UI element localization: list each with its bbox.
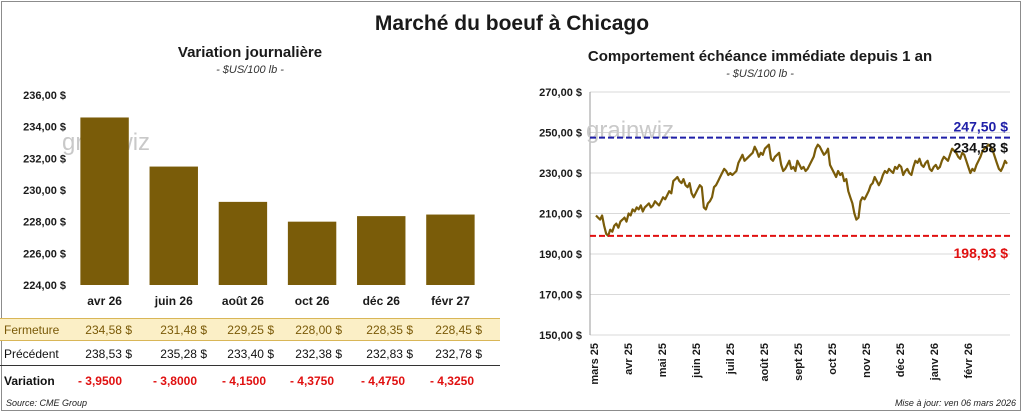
bar	[80, 117, 129, 285]
y-tick-label: 150,00 $	[539, 330, 582, 342]
page-title: Marché du boeuf à Chicago	[374, 12, 650, 35]
x-tick-label: déc 26	[363, 294, 401, 308]
y-tick-label: 236,00 $	[23, 90, 66, 102]
y-tick-label: 230,00 $	[539, 168, 582, 180]
close-value: 228,00 $	[295, 323, 342, 337]
x-tick-label: déc 25	[895, 343, 907, 377]
last-value-label: 234,58 $	[954, 140, 1009, 156]
close-label: Fermeture	[4, 323, 60, 337]
right-chart-unit: - $US/100 lb -	[726, 68, 794, 80]
y-tick-label: 270,00 $	[539, 87, 582, 99]
y-tick-label: 210,00 $	[539, 209, 582, 221]
low-value-label: 198,93 $	[954, 245, 1009, 261]
x-tick-label: nov 25	[861, 343, 873, 378]
variation-value: - 4,4750	[360, 374, 405, 388]
variation-value: - 4,1500	[221, 374, 266, 388]
x-tick-label: mai 25	[657, 343, 669, 377]
close-value: 229,25 $	[227, 323, 274, 337]
previous-value: 232,38 $	[295, 347, 342, 361]
x-tick-label: févr 27	[431, 294, 470, 308]
x-tick-label: juil 25	[725, 343, 737, 375]
right-chart-title: Comportement échéance immédiate depuis 1…	[587, 48, 933, 65]
price-line	[595, 143, 1008, 237]
y-tick-label: 230,00 $	[23, 185, 66, 197]
x-tick-label: oct 25	[827, 343, 839, 375]
y-tick-label: 228,00 $	[23, 217, 66, 229]
x-tick-label: janv 26	[929, 343, 941, 381]
bar	[287, 221, 337, 285]
x-tick-label: juin 26	[154, 294, 193, 308]
y-tick-label: 234,00 $	[23, 122, 66, 134]
x-tick-label: juin 25	[691, 343, 703, 379]
x-tick-label: août 26	[222, 294, 264, 308]
high-value-label: 247,50 $	[954, 119, 1009, 135]
table-row-previous: Précédent 238,53 $ 235,28 $ 233,40 $ 232…	[0, 343, 500, 366]
variation-value: - 4,3750	[289, 374, 334, 388]
bar	[149, 166, 198, 285]
x-tick-label: oct 26	[295, 294, 330, 308]
source-note: Source: CME Group	[6, 398, 88, 408]
y-tick-label: 190,00 $	[539, 249, 582, 261]
table-row-close: Fermeture 234,58 $ 231,48 $ 229,25 $ 228…	[0, 318, 500, 341]
x-tick-label: févr 26	[963, 343, 975, 378]
previous-value: 232,78 $	[435, 347, 482, 361]
previous-value: 232,83 $	[366, 347, 413, 361]
y-tick-label: 232,00 $	[23, 153, 66, 165]
table-row-variation: Variation - 3,9500 - 3,8000 - 4,1500 - 4…	[0, 370, 500, 393]
close-value: 228,45 $	[435, 323, 482, 337]
variation-value: - 4,3250	[429, 374, 474, 388]
bar	[218, 201, 268, 285]
y-tick-label: 226,00 $	[23, 248, 66, 260]
variation-value: - 3,9500	[77, 374, 122, 388]
x-tick-label: mars 25	[589, 343, 601, 385]
y-tick-label: 170,00 $	[539, 290, 582, 302]
previous-value: 233,40 $	[227, 347, 274, 361]
bar	[426, 214, 475, 285]
close-value: 228,35 $	[366, 323, 413, 337]
variation-value: - 3,8000	[152, 374, 197, 388]
close-value: 234,58 $	[85, 323, 132, 337]
y-tick-label: 250,00 $	[539, 128, 582, 140]
x-tick-label: sept 25	[793, 343, 805, 381]
previous-label: Précédent	[4, 347, 59, 361]
x-tick-label: avr 26	[87, 294, 122, 308]
left-chart-unit: - $US/100 lb -	[216, 64, 284, 76]
close-value: 231,48 $	[160, 323, 207, 337]
y-tick-label: 224,00 $	[23, 280, 66, 292]
x-tick-label: août 25	[759, 343, 771, 382]
bar	[357, 216, 406, 285]
x-tick-label: avr 25	[623, 343, 635, 375]
previous-value: 235,28 $	[160, 347, 207, 361]
left-chart-title: Variation journalière	[177, 44, 323, 61]
update-note: Mise à jour: ven 06 mars 2026	[894, 398, 1016, 408]
previous-value: 238,53 $	[85, 347, 132, 361]
variation-label: Variation	[4, 374, 55, 388]
watermark: grainwiz	[586, 117, 674, 144]
